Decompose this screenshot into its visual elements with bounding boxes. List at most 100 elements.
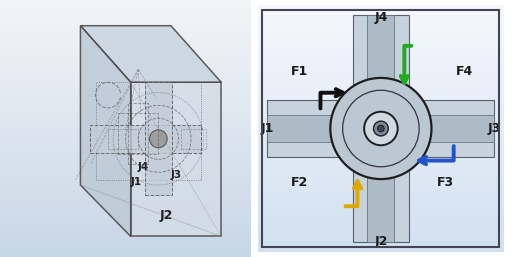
Bar [258,228,504,230]
Bar [258,188,504,189]
Bar [258,50,504,51]
Bar [0,188,251,189]
Bar [0,227,251,229]
Bar [0,239,251,240]
Bar [0,157,251,158]
Bar [258,210,504,211]
Bar [0,233,251,234]
Bar [258,157,504,158]
Bar [0,180,251,181]
Bar [258,80,504,82]
Bar [0,203,251,204]
Bar [258,45,504,46]
Bar [0,3,251,4]
Bar [258,66,504,67]
Bar [258,99,504,100]
Bar [258,47,504,48]
Bar [258,209,504,210]
Bar [0,221,251,222]
Bar [258,42,504,43]
Bar [258,137,504,138]
Text: J4: J4 [137,162,149,172]
Bar [258,93,504,94]
Polygon shape [145,82,172,195]
Bar [0,181,251,182]
Bar [0,212,251,213]
Bar [0,242,251,243]
Bar [0,240,251,242]
Bar [258,203,504,204]
Bar [0,96,251,98]
Bar [0,145,251,146]
Bar [0,51,251,53]
Bar [352,100,409,157]
Bar [0,113,251,114]
Bar [0,49,251,50]
Bar [258,170,504,172]
Polygon shape [81,26,221,82]
Bar [0,22,251,23]
Bar [258,141,504,142]
Bar [0,13,251,14]
Bar [258,117,504,119]
Bar [0,195,251,197]
Bar [0,231,251,233]
Bar [258,169,504,170]
Bar [258,220,504,221]
Text: F1: F1 [291,65,308,78]
Bar [258,189,504,190]
Bar [267,100,352,157]
Bar [0,90,251,91]
Bar [0,206,251,207]
Bar [258,190,504,191]
Bar [0,148,251,149]
Bar [0,190,251,191]
Bar [0,234,251,235]
Bar [258,242,504,243]
Bar [258,51,504,52]
Bar [258,54,504,56]
Bar [258,24,504,25]
Bar [258,199,504,200]
Bar [0,200,251,202]
Bar [258,64,504,66]
Bar [258,128,504,130]
Bar [258,214,504,215]
Bar [0,173,251,175]
Bar [258,121,504,122]
Bar [258,240,504,241]
Bar [0,134,251,135]
Bar [258,11,504,13]
Bar [258,151,504,152]
Bar [258,172,504,173]
Bar [258,104,504,105]
Bar [409,100,495,157]
Circle shape [373,121,388,136]
Bar [258,90,504,91]
Bar [0,254,251,256]
Bar [0,215,251,216]
Bar [0,73,251,75]
Bar [0,81,251,82]
Bar [258,32,504,33]
Bar [0,123,251,125]
Bar [258,13,504,14]
Bar [0,162,251,163]
Bar [258,181,504,183]
Bar [258,249,504,251]
Bar [0,224,251,225]
Bar [258,175,504,177]
Bar [258,135,504,136]
Bar [258,105,504,106]
Bar [0,211,251,212]
Bar [258,215,504,216]
Bar [0,163,251,164]
Bar [258,216,504,217]
Bar [258,204,504,205]
Bar [258,21,504,22]
Bar [0,104,251,105]
Bar [258,225,504,226]
Bar [258,89,504,90]
Bar [0,171,251,172]
Bar [258,159,504,161]
